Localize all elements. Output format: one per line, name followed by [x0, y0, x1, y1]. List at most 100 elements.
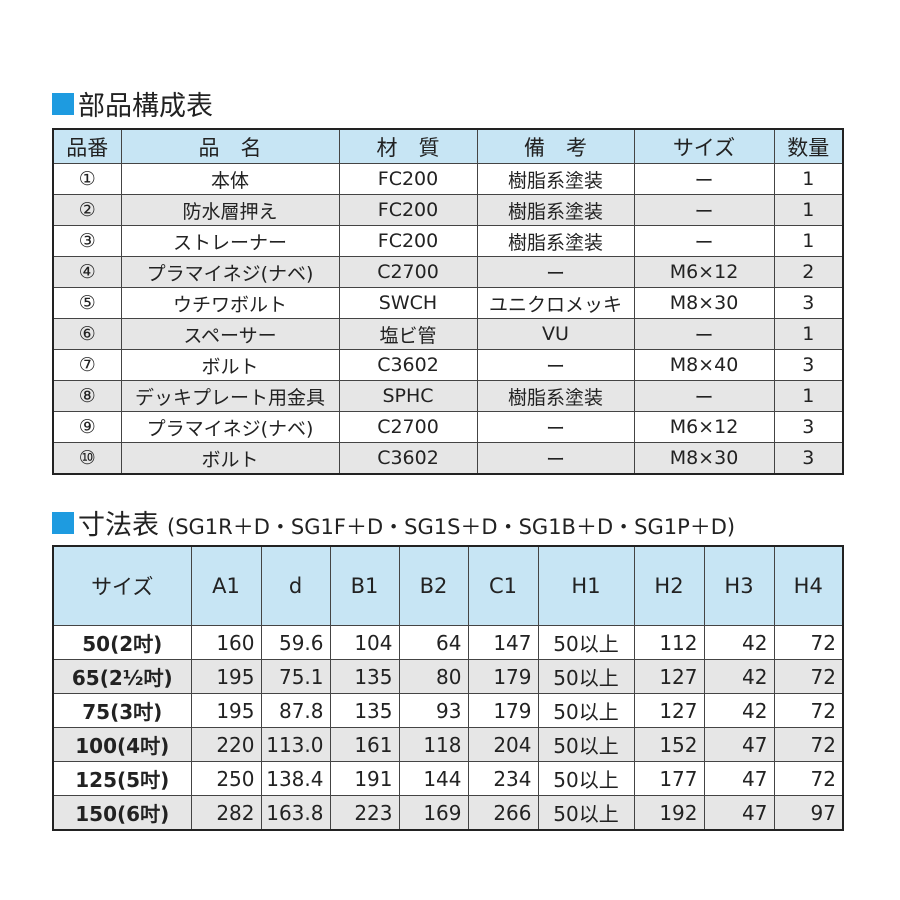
table-cell: 127: [633, 693, 705, 728]
table-cell: 2: [773, 256, 844, 288]
table-row: 50(2吋) 160 59.6 104 64 147 50以上 112 42 72: [52, 625, 844, 660]
table-cell: 50以上: [537, 659, 635, 694]
table-cell: 樹脂系塗装: [476, 225, 635, 257]
table-cell: 塩ビ管: [338, 318, 478, 350]
table-cell: ボルト: [120, 349, 340, 381]
table-cell: C2700: [338, 256, 478, 288]
table-row: ① 本体 FC200 樹脂系塗装ー 1: [52, 163, 844, 195]
table-cell: 3: [773, 349, 844, 381]
table-cell: 47: [703, 795, 775, 831]
table-cell: 104: [329, 625, 400, 660]
title: 部品構成表: [78, 91, 213, 122]
table-cell: ③: [52, 225, 122, 257]
table-cell: 179: [467, 659, 539, 694]
table-cell: 135: [329, 659, 400, 694]
table-cell: デッキプレート用金具: [120, 380, 340, 412]
table-row: ⑦ ボルト C3602 ー M8×40 3: [52, 349, 844, 381]
title: 寸法表: [78, 510, 159, 541]
table-cell: 64: [398, 625, 469, 660]
header-cell: H3: [703, 545, 775, 626]
table-row: ⑤ ウチワボルト SWCH ユニクロメッキ M8×30 3: [52, 287, 844, 319]
table-cell: 1: [773, 380, 844, 412]
header-cell: H4: [773, 545, 844, 626]
table-cell: 75.1: [260, 659, 331, 694]
header-cell: d: [260, 545, 331, 626]
table-cell: 87.8: [260, 693, 331, 728]
table-cell: M8×40: [633, 349, 775, 381]
header-cell: サイズ: [633, 128, 775, 164]
table-cell: ー: [476, 442, 635, 475]
table-cell: 179: [467, 693, 539, 728]
table-cell: ⑧: [52, 380, 122, 412]
table-cell: 169: [398, 795, 469, 831]
table-cell: 防水層押え: [120, 194, 340, 226]
table-cell: 50以上: [537, 795, 635, 831]
table-cell: ④: [52, 256, 122, 288]
table-cell: 282: [190, 795, 262, 831]
table-cell: C3602: [338, 349, 478, 381]
table-cell: 127: [633, 659, 705, 694]
table-cell: 65(2½吋): [52, 659, 192, 694]
table-cell: 100(4吋): [52, 727, 192, 762]
header-cell: H2: [633, 545, 705, 626]
table-row: 65(2½吋) 195 75.1 135 80 179 50以上 127 42 72: [52, 659, 844, 694]
table-cell: 160: [190, 625, 262, 660]
table-cell: ⑥: [52, 318, 122, 350]
table-cell: 161: [329, 727, 400, 762]
header-row: 品番品 名材 質備 考サイズ 数量: [52, 128, 844, 164]
table-cell: 80: [398, 659, 469, 694]
table-cell: FC200: [338, 194, 478, 226]
table-cell: ⑦: [52, 349, 122, 381]
table-row: 125(5吋) 250 138.4 191 144 234 50以上 177 47 72: [52, 761, 844, 796]
table-cell: 223: [329, 795, 400, 831]
header-cell: B1: [329, 545, 400, 626]
header-cell: C1: [467, 545, 539, 626]
table-cell: C2700: [338, 411, 478, 443]
table-row: 150(6吋) 282 163.8 223 169 266 50以上 192 47 97: [52, 795, 844, 831]
table-cell: 113.0: [260, 727, 331, 762]
table-cell: 3: [773, 287, 844, 319]
table-cell: 樹脂系塗装: [476, 163, 635, 195]
dimensions-table: サイズ A1 d B1 B2 C1 H1 H2 H3 H4 50(2吋) 160 59.6 104 64 14…: [52, 545, 844, 831]
table-cell: 97: [773, 795, 844, 831]
table-cell: 118: [398, 727, 469, 762]
table-cell: 234: [467, 761, 539, 796]
table-cell: ①: [52, 163, 122, 195]
table-cell: ー: [633, 225, 775, 257]
table-cell: M8×30: [633, 442, 775, 475]
table-cell: 163.8: [260, 795, 331, 831]
table-cell: ⑩: [52, 442, 122, 475]
table-cell: 1: [773, 225, 844, 257]
table-cell: 樹脂系塗装: [476, 380, 635, 412]
table-row: ④ プラマイネジ(ナベ) C2700 ー M6×12 2: [52, 256, 844, 288]
table-cell: 220: [190, 727, 262, 762]
table-cell: M6×12: [633, 256, 775, 288]
table-cell: 195: [190, 659, 262, 694]
table-cell: 72: [773, 625, 844, 660]
table-cell: M8×30: [633, 287, 775, 319]
table-cell: 本体: [120, 163, 340, 195]
table-cell: 1: [773, 194, 844, 226]
header-cell: H1: [537, 545, 635, 626]
header-cell: A1: [190, 545, 262, 626]
table-cell: 147: [467, 625, 539, 660]
header-cell: 品 名: [120, 128, 340, 164]
table-cell: M6×12: [633, 411, 775, 443]
table-cell: ウチワボルト: [120, 287, 340, 319]
table-cell: 250: [190, 761, 262, 796]
section-title: 寸法表 (SG1R＋D・SG1F＋D・SG1S＋D・SG1B＋D・SG1P＋D): [52, 503, 735, 542]
table-cell: 72: [773, 659, 844, 694]
table-cell: ②: [52, 194, 122, 226]
table-cell: プラマイネジ(ナベ): [120, 256, 340, 288]
table-cell: ー: [476, 349, 635, 381]
table-cell: 72: [773, 727, 844, 762]
table-cell: 204: [467, 727, 539, 762]
table-cell: 112: [633, 625, 705, 660]
table-cell: 152: [633, 727, 705, 762]
table-cell: プラマイネジ(ナベ): [120, 411, 340, 443]
table-cell: ボルト: [120, 442, 340, 475]
table-cell: 50以上: [537, 625, 635, 660]
table-cell: ユニクロメッキ: [476, 287, 635, 319]
table-cell: ー: [476, 411, 635, 443]
table-cell: 1: [773, 163, 844, 195]
